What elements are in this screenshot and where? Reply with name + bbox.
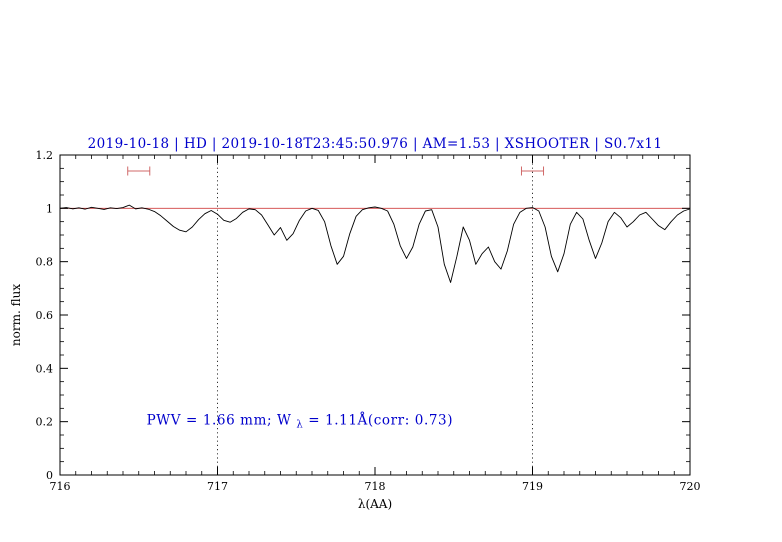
x-tick-label: 718 xyxy=(365,480,386,493)
x-tick-label: 717 xyxy=(207,480,228,493)
y-tick-label: 0 xyxy=(46,469,53,482)
spectrum-line xyxy=(59,204,691,283)
x-tick-label: 720 xyxy=(680,480,701,493)
x-axis-label: λ(AA) xyxy=(358,497,392,511)
window-marker xyxy=(127,166,151,176)
axes-layer: 716 717 718 719 720 0 0.2 0.4 0.6 0.8 1 1.2 xyxy=(36,149,701,493)
pwv-annotation-main: PWV = 1.66 mm; W xyxy=(147,412,292,428)
pwv-annotation-subscript: λ xyxy=(296,419,303,430)
x-tick-label: 716 xyxy=(50,480,71,493)
pwv-annotation-tail: = 1.11Å(corr: 0.73) xyxy=(308,412,453,428)
y-tick-label: 0.8 xyxy=(36,256,54,269)
y-tick-label: 0.6 xyxy=(36,309,54,322)
y-tick-label: 0.2 xyxy=(36,416,54,429)
x-tick-label: 719 xyxy=(522,480,543,493)
window-marker xyxy=(520,166,545,176)
y-tick-label: 0.4 xyxy=(36,362,54,375)
pwv-annotation: PWV = 1.66 mm; W λ = 1.11Å(corr: 0.73) xyxy=(147,412,453,431)
y-tick-label: 1 xyxy=(46,202,53,215)
y-tick-label: 1.2 xyxy=(36,149,54,162)
plot-title: 2019-10-18 | HD | 2019-10-18T23:45:50.97… xyxy=(88,136,663,152)
data-layer xyxy=(59,166,691,283)
y-axis-label: norm. flux xyxy=(9,284,23,346)
guide-lines-layer xyxy=(60,155,690,475)
